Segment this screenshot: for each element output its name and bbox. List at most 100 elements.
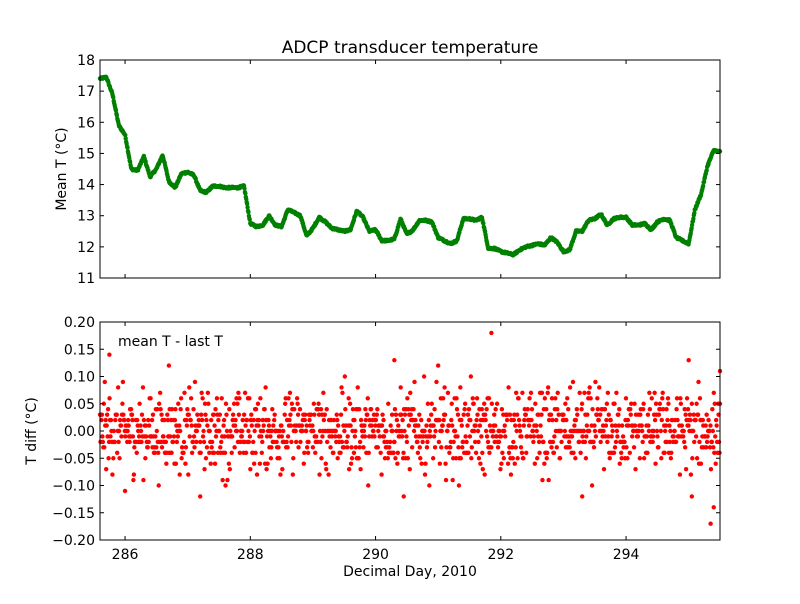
bottom-data-point	[396, 423, 401, 428]
bottom-data-point	[304, 445, 310, 450]
bottom-data-point	[512, 461, 517, 466]
bottom-data-point	[660, 390, 665, 396]
bottom-data-point	[712, 401, 717, 406]
y-tick-label: −0.20	[52, 533, 95, 549]
bottom-data-point	[429, 412, 434, 417]
bottom-data-point	[461, 439, 466, 445]
bottom-data-point	[540, 477, 545, 483]
bottom-data-point	[714, 423, 719, 428]
bottom-data-point	[703, 445, 709, 450]
bottom-data-point	[339, 439, 345, 445]
bottom-data-point	[230, 412, 236, 417]
bottom-data-point	[108, 434, 113, 439]
bottom-data-point	[609, 423, 615, 428]
bottom-data-point	[688, 472, 694, 477]
bottom-data-point	[228, 428, 233, 434]
bottom-data-point	[468, 374, 474, 379]
y-tick-label: 16	[77, 115, 95, 131]
bottom-data-point	[430, 456, 436, 461]
bottom-data-point	[645, 450, 650, 455]
bottom-data-point	[138, 428, 144, 434]
bottom-data-point	[486, 396, 492, 401]
bottom-data-point	[143, 423, 149, 428]
bottom-data-point	[638, 412, 643, 417]
bottom-data-point	[402, 412, 408, 417]
bottom-data-point	[304, 423, 309, 428]
bottom-data-point	[662, 428, 668, 434]
y-tick-label: 11	[77, 271, 95, 287]
bottom-data-point	[226, 461, 232, 466]
bottom-data-point	[665, 417, 670, 423]
bottom-data-point	[165, 412, 170, 417]
bottom-data-point	[178, 396, 184, 401]
bottom-data-point	[285, 445, 290, 450]
bottom-data-point	[537, 450, 542, 455]
bottom-data-point	[657, 401, 663, 406]
bottom-data-point	[120, 379, 126, 385]
bottom-data-point	[274, 439, 279, 445]
bottom-data-point	[178, 407, 183, 412]
bottom-data-point	[704, 412, 709, 417]
bottom-data-point	[293, 428, 298, 434]
bottom-data-point	[175, 434, 180, 439]
bottom-data-point	[279, 423, 284, 428]
bottom-data-point	[337, 434, 343, 439]
bottom-data-point	[345, 434, 350, 439]
bottom-data-point	[129, 412, 135, 417]
bottom-data-point	[476, 456, 482, 461]
bottom-data-point	[255, 401, 261, 406]
bottom-data-point	[251, 417, 256, 423]
bottom-data-point	[466, 407, 472, 412]
bottom-data-point	[227, 407, 232, 412]
bottom-data-point	[573, 456, 578, 461]
bottom-data-point	[513, 445, 518, 450]
bottom-data-point	[335, 423, 341, 428]
bottom-data-point	[204, 445, 210, 450]
bottom-data-point	[201, 439, 207, 445]
bottom-data-point	[349, 456, 355, 461]
bottom-data-point	[411, 407, 416, 412]
bottom-data-point	[411, 428, 417, 434]
bottom-data-point	[208, 461, 213, 466]
bottom-data-point	[392, 407, 398, 412]
bottom-data-point	[199, 390, 204, 396]
bottom-data-point	[223, 483, 228, 488]
bottom-data-point	[247, 434, 253, 439]
bottom-data-point	[458, 385, 463, 390]
bottom-data-point	[120, 401, 125, 406]
bottom-data-point	[385, 456, 391, 461]
bottom-data-point	[696, 379, 701, 385]
bottom-data-point	[417, 412, 422, 417]
bottom-data-point	[553, 396, 558, 401]
bottom-data-point	[700, 417, 706, 423]
bottom-data-point	[678, 401, 684, 406]
bottom-data-point	[622, 439, 627, 445]
bottom-data-point	[475, 428, 481, 434]
bottom-data-point	[427, 483, 432, 488]
bottom-data-point	[579, 407, 584, 412]
bottom-data-point	[338, 450, 343, 455]
bottom-data-point	[113, 417, 118, 423]
bottom-data-point	[465, 412, 471, 417]
bottom-data-point	[693, 417, 698, 423]
bottom-data-point	[644, 434, 650, 439]
bottom-data-point	[340, 390, 345, 396]
bottom-data-point	[358, 466, 363, 472]
bottom-data-point	[344, 439, 349, 445]
bottom-data-point	[224, 428, 230, 434]
bottom-data-point	[522, 417, 527, 423]
bottom-data-point	[626, 423, 631, 428]
bottom-data-point	[588, 396, 593, 401]
bottom-outlier-point	[689, 494, 695, 499]
bottom-data-point	[264, 466, 269, 472]
bottom-data-point	[111, 456, 116, 461]
bottom-data-point	[207, 450, 212, 455]
top-data-point	[111, 95, 116, 100]
bottom-data-point	[524, 434, 530, 439]
bottom-data-point	[390, 428, 395, 434]
bottom-data-point	[480, 450, 485, 455]
bottom-data-point	[562, 428, 568, 434]
bottom-data-point	[222, 450, 228, 455]
bottom-data-point	[190, 439, 196, 445]
bottom-data-point	[592, 428, 598, 434]
